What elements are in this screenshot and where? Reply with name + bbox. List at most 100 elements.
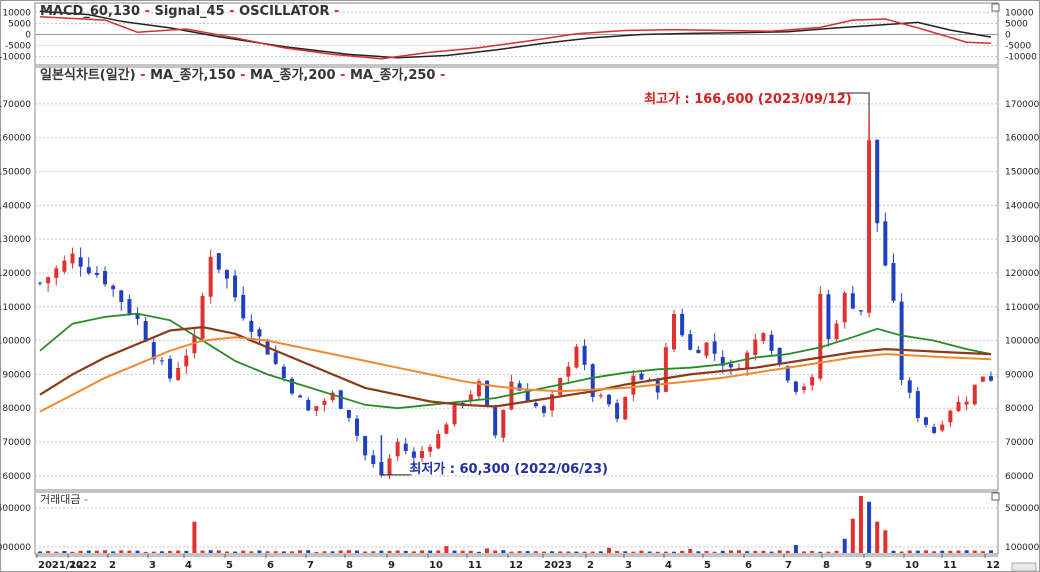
- volume-bar: [395, 550, 400, 553]
- candle-body: [241, 294, 246, 319]
- legend-separator: -: [140, 4, 154, 19]
- volume-bar: [241, 550, 246, 553]
- volume-bar: [103, 550, 108, 553]
- volume-scroll-button[interactable]: [991, 492, 1000, 501]
- candle-body: [200, 295, 205, 339]
- volume-bar: [541, 551, 546, 553]
- candle-body: [777, 347, 782, 364]
- volume-bar: [314, 551, 319, 553]
- candle-body: [62, 260, 67, 272]
- x-tick-label: 2021/12: [38, 560, 83, 571]
- volume-bar: [940, 550, 945, 553]
- candle-body: [216, 253, 221, 270]
- candle-body: [720, 357, 725, 366]
- volume-bar: [387, 550, 392, 553]
- volume-bar: [972, 550, 977, 553]
- macd-grid: [35, 11, 998, 58]
- macd-scroll-button[interactable]: [991, 3, 1000, 12]
- candle-body: [306, 399, 311, 411]
- candle-body: [460, 403, 465, 405]
- volume-bars: [38, 496, 993, 553]
- volume-bar: [265, 551, 270, 553]
- candle-body: [338, 390, 343, 409]
- candle-body: [111, 285, 116, 290]
- volume-bar: [428, 550, 433, 553]
- candle-body: [468, 394, 473, 402]
- volume-bar: [818, 551, 823, 553]
- price-tick-label: 130000: [0, 235, 31, 245]
- x-tick-label: 5: [226, 560, 233, 571]
- candle-body: [46, 277, 51, 284]
- candle-body: [875, 139, 880, 224]
- volume-bar: [623, 551, 628, 553]
- macd-tick-label: 10000: [2, 8, 31, 18]
- x-tick-label: 2022: [69, 560, 97, 571]
- macd-legend: MACD_60,130 - Signal_45 - OSCILLATOR -: [40, 4, 339, 19]
- volume-bar: [663, 551, 668, 553]
- legend-entry: MACD_60,130: [40, 4, 140, 19]
- candle-body: [615, 402, 620, 419]
- volume-bar: [769, 551, 774, 553]
- x-tick-label: 12: [509, 560, 523, 571]
- volume-bar: [525, 551, 530, 553]
- candle-body: [119, 290, 124, 302]
- volume-bar: [298, 550, 303, 553]
- candle-body: [428, 446, 433, 452]
- candle-body: [785, 366, 790, 381]
- volume-bar: [737, 550, 742, 553]
- candle-body: [899, 301, 904, 380]
- macd-tick-label: -10000: [0, 53, 31, 63]
- macd-tick-label: -5000: [1005, 42, 1031, 52]
- volume-bar: [355, 550, 359, 553]
- price-tick-label: 70000: [2, 438, 31, 448]
- candle-body: [761, 333, 766, 342]
- volume-bar: [143, 551, 148, 553]
- candle-body: [411, 451, 416, 458]
- candle-body: [78, 257, 83, 267]
- candle-body: [184, 355, 189, 367]
- macd-tick-label: 10000: [1005, 8, 1034, 18]
- x-tick-label: 11: [468, 560, 482, 571]
- volume-bar: [558, 551, 563, 553]
- legend-separator: -: [435, 68, 445, 83]
- volume-bar: [598, 551, 603, 553]
- candle-body: [86, 267, 91, 274]
- volume-bar: [257, 550, 262, 553]
- legend-separator: -: [225, 4, 239, 19]
- volume-bar: [476, 551, 481, 553]
- candle-body: [972, 384, 977, 405]
- volume-bar: [745, 551, 750, 553]
- volume-bar: [761, 550, 766, 553]
- volume-bar: [533, 551, 538, 553]
- candle-body: [485, 380, 490, 407]
- volume-bar: [224, 551, 229, 553]
- price-tick-label: 150000: [1005, 168, 1040, 178]
- candle-body: [103, 271, 108, 285]
- volume-bar: [371, 551, 376, 553]
- volume-bar: [403, 550, 408, 553]
- volume-bar: [631, 551, 636, 553]
- candle-body: [233, 275, 238, 298]
- candle-body: [907, 380, 912, 393]
- volume-bar: [517, 551, 522, 553]
- candle-body: [867, 140, 872, 313]
- candle-body: [948, 410, 953, 423]
- volume-bar: [785, 550, 790, 553]
- volume-bar: [485, 548, 490, 553]
- legend-entry: MA_종가,200: [250, 68, 336, 83]
- price-tick-label: 170000: [0, 100, 31, 110]
- price-tick-label: 90000: [2, 370, 31, 380]
- candle-body: [517, 383, 522, 391]
- horizontal-scrollbar[interactable]: [1011, 562, 1037, 572]
- candle-body: [826, 294, 831, 340]
- candle-body: [54, 268, 59, 278]
- candle-body: [501, 409, 506, 438]
- macd-tick-label: 0: [1005, 31, 1011, 41]
- x-tick-label: 9: [865, 560, 872, 571]
- volume-bar: [574, 551, 579, 553]
- volume-bar: [688, 549, 693, 553]
- candle-body: [541, 406, 546, 413]
- candle-body: [273, 352, 278, 364]
